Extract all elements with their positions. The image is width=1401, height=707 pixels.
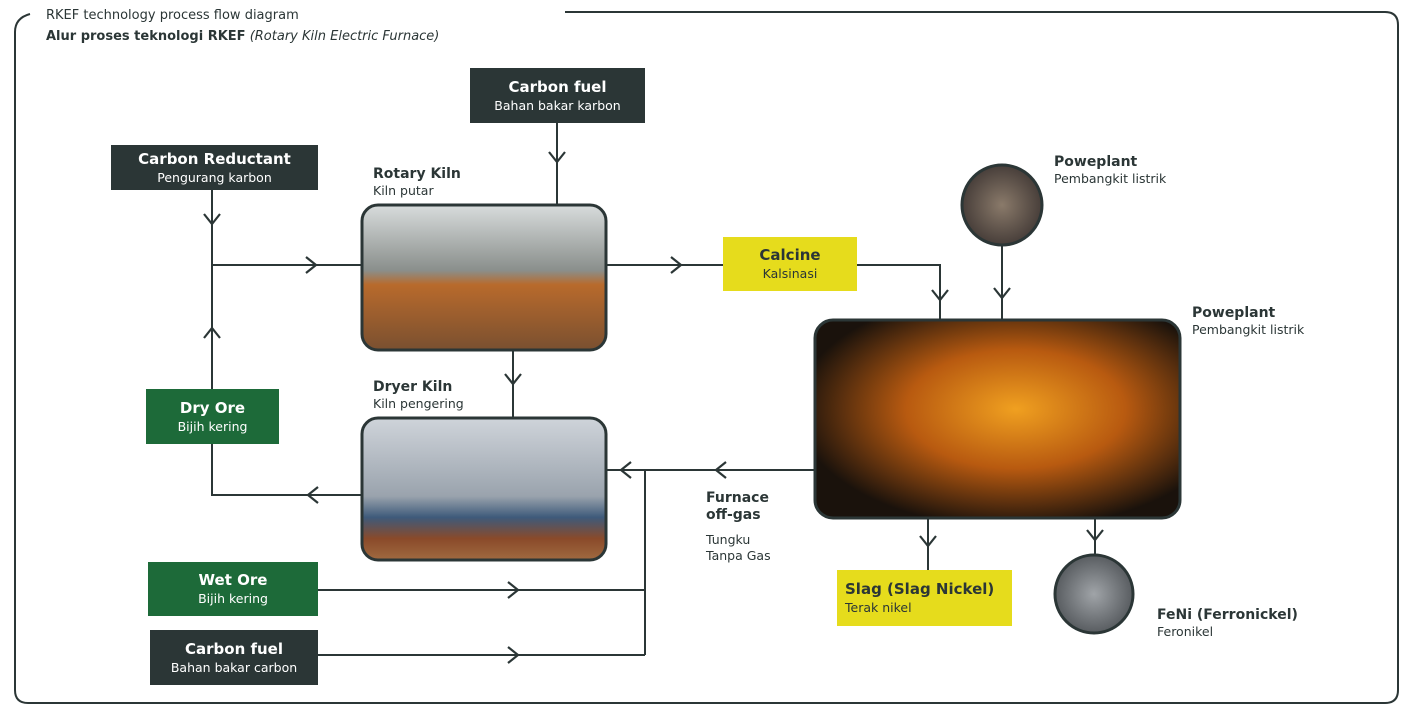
- node-title: Carbon Reductant: [138, 150, 291, 169]
- node-title: Carbon fuel: [185, 640, 283, 659]
- node-box: Slag (Slag Nickel)Terak nikel: [837, 570, 1012, 626]
- node-subtitle: Bahan bakar karbon: [494, 97, 620, 114]
- node-title: Furnace off-gas: [706, 490, 786, 524]
- node-title: Dryer Kiln: [373, 379, 464, 396]
- diagram: RKEF technology process flow diagram Alu…: [0, 0, 1401, 707]
- title-italic: (Rotary Kiln Electric Furnace): [250, 29, 440, 44]
- header-title: Alur proses teknologi RKEF (Rotary Kiln …: [46, 26, 439, 47]
- node-subtitle: Terak nikel: [845, 599, 912, 616]
- node-title: Poweplant: [1054, 154, 1166, 171]
- node-subtitle: Kalsinasi: [763, 265, 818, 282]
- node-title: Rotary Kiln: [373, 166, 461, 183]
- header: RKEF technology process flow diagram Alu…: [46, 5, 439, 47]
- node-subtitle: Pembangkit listrik: [1054, 171, 1166, 187]
- node-subtitle: Pembangkit listrik: [1192, 322, 1304, 338]
- title-text: Alur proses teknologi RKEF: [46, 29, 246, 44]
- node-subtitle: Feronikel: [1157, 624, 1298, 640]
- node-title: Wet Ore: [199, 571, 268, 590]
- node-subtitle: Bijih kering: [178, 418, 248, 435]
- node-subtitle: Bijih kering: [198, 590, 268, 607]
- node-subtitle: Tungku Tanpa Gas: [706, 532, 776, 564]
- node-title: FeNi (Ferronickel): [1157, 607, 1298, 624]
- node-label: FeNi (Ferronickel)Feronikel: [1157, 607, 1298, 640]
- node-title: Dry Ore: [180, 399, 245, 418]
- node-subtitle: Kiln putar: [373, 183, 461, 199]
- node-label: Furnace off-gas Tungku Tanpa Gas: [706, 490, 786, 564]
- node-subtitle: Kiln pengering: [373, 396, 464, 412]
- node-title: Calcine: [759, 246, 820, 265]
- node-title: Poweplant: [1192, 305, 1304, 322]
- node-title: Carbon fuel: [509, 78, 607, 97]
- node-subtitle: Pengurang karbon: [157, 169, 272, 186]
- node-subtitle: Bahan bakar carbon: [171, 659, 297, 676]
- header-label: RKEF technology process flow diagram: [46, 5, 439, 26]
- node-title: Slag (Slag Nickel): [845, 580, 994, 599]
